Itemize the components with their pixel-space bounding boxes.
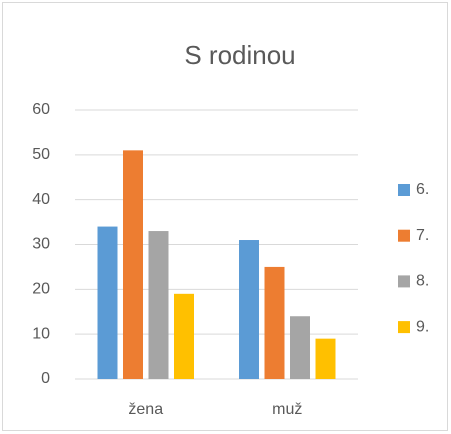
chart-title: S rodinou xyxy=(184,40,295,70)
y-tick-label: 10 xyxy=(32,325,50,342)
bar xyxy=(264,266,285,379)
legend-swatch xyxy=(398,275,410,288)
legend-label: 8. xyxy=(416,273,429,290)
y-tick-label: 30 xyxy=(32,236,50,253)
x-tick-label: žena xyxy=(128,401,163,418)
legend-label: 7. xyxy=(416,227,429,244)
bar xyxy=(239,240,259,379)
legend-label: 6. xyxy=(416,181,429,198)
y-tick-label: 0 xyxy=(41,370,50,387)
y-tick-label: 50 xyxy=(32,146,50,163)
legend-swatch xyxy=(398,229,410,242)
bar xyxy=(123,150,143,379)
bar xyxy=(174,293,194,379)
bar xyxy=(148,231,169,379)
legend-label: 9. xyxy=(416,318,429,335)
y-tick-label: 40 xyxy=(32,191,50,208)
chart-border xyxy=(2,2,448,431)
legend-swatch xyxy=(398,321,410,334)
legend-swatch xyxy=(398,184,410,196)
y-tick-label: 60 xyxy=(32,101,50,118)
y-tick-label: 20 xyxy=(32,281,50,298)
bar xyxy=(315,338,336,379)
x-tick-label: muž xyxy=(272,401,302,418)
bar xyxy=(97,226,118,379)
bar xyxy=(290,316,310,379)
